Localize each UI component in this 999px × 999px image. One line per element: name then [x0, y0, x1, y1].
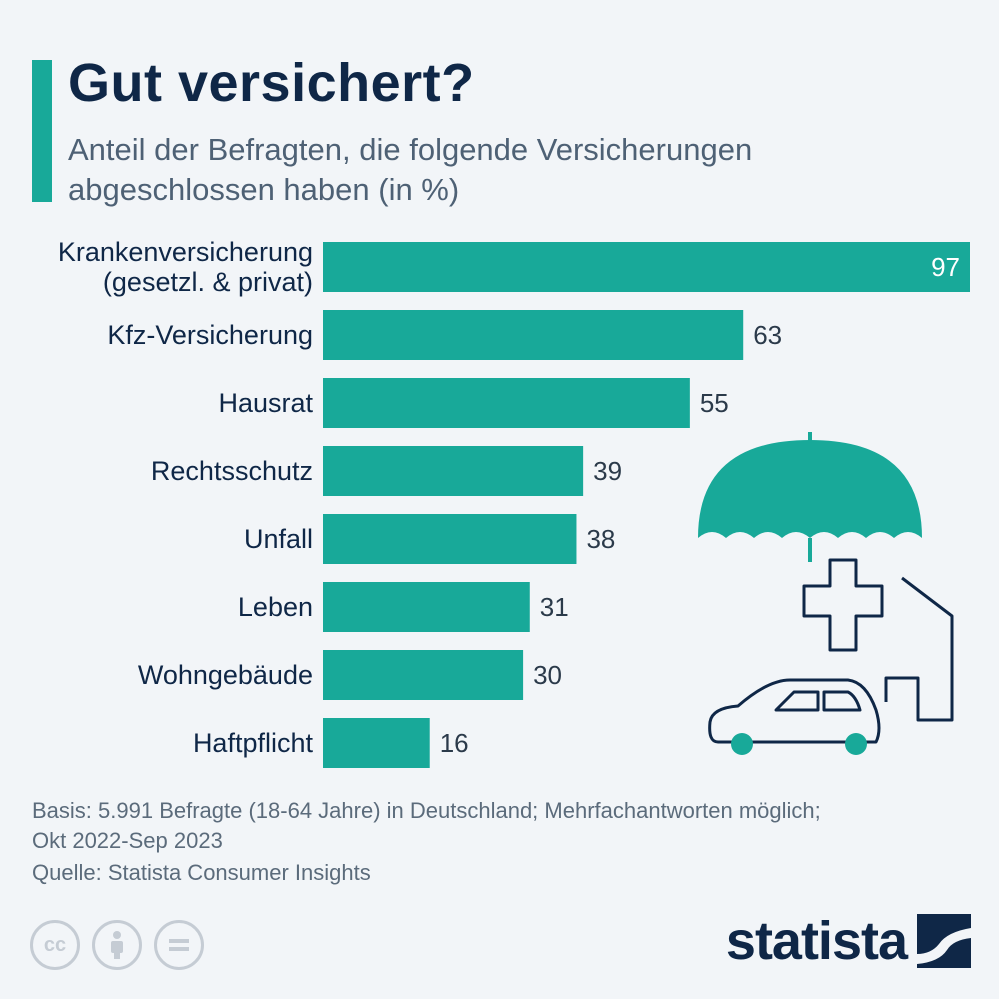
category-label-1-line1: Krankenversicherung — [58, 237, 313, 267]
footnote: Basis: 5.991 Befragte (18-64 Jahre) in D… — [32, 796, 972, 856]
insurance-illustration — [698, 432, 954, 755]
bar-6 — [323, 582, 530, 632]
cc-icon[interactable]: cc — [30, 920, 80, 970]
value-label-6: 31 — [540, 592, 569, 622]
umbrella-icon — [698, 432, 922, 562]
value-label-3: 55 — [700, 388, 729, 418]
value-label-8: 16 — [440, 728, 469, 758]
source-note: Quelle: Statista Consumer Insights — [32, 860, 371, 885]
category-label-7: Wohngebäude — [138, 660, 313, 690]
chart-subtitle: Anteil der Befragten, die folgende Versi… — [68, 132, 753, 207]
bar-7 — [323, 650, 524, 700]
nd-icon[interactable] — [154, 920, 204, 970]
car-icon — [708, 678, 881, 755]
medical-cross-icon — [802, 558, 884, 652]
value-label-2: 63 — [753, 320, 782, 350]
title-accent-bar — [32, 60, 52, 202]
value-label-7: 30 — [533, 660, 562, 690]
house-icon — [884, 576, 954, 722]
category-label-5: Unfall — [244, 524, 313, 554]
footnote-basis-line2: Okt 2022-Sep 2023 — [32, 828, 223, 853]
category-label-3: Hausrat — [218, 388, 313, 418]
bar-3 — [323, 378, 690, 428]
value-label-5: 38 — [586, 524, 615, 554]
category-label-8: Haftpflicht — [193, 728, 314, 758]
category-label-2: Kfz-Versicherung — [107, 320, 313, 350]
footnote-basis-line1: Basis: 5.991 Befragte (18-64 Jahre) in D… — [32, 798, 821, 823]
by-icon[interactable] — [92, 920, 142, 970]
bar-4 — [323, 446, 584, 496]
bar-5 — [323, 514, 577, 564]
license-icons: cc — [30, 920, 204, 970]
bar-chart: 97 Krankenversicherung(gesetzl. & privat)… — [58, 237, 970, 768]
bar-2 — [323, 310, 744, 360]
value-label-1: 97 — [931, 252, 960, 282]
value-label-4: 39 — [593, 456, 622, 486]
statista-logo[interactable]: statista — [726, 910, 971, 972]
category-label-4: Rechtsschutz — [151, 456, 313, 486]
bar-8 — [323, 718, 430, 768]
bar-1 — [323, 242, 970, 292]
brand-wordmark: statista — [725, 911, 908, 971]
category-label-6: Leben — [238, 592, 313, 622]
chart-title: Gut versichert? — [68, 53, 475, 113]
statista-logo-icon — [917, 914, 971, 968]
category-label-1-line2: (gesetzl. & privat) — [103, 267, 313, 297]
